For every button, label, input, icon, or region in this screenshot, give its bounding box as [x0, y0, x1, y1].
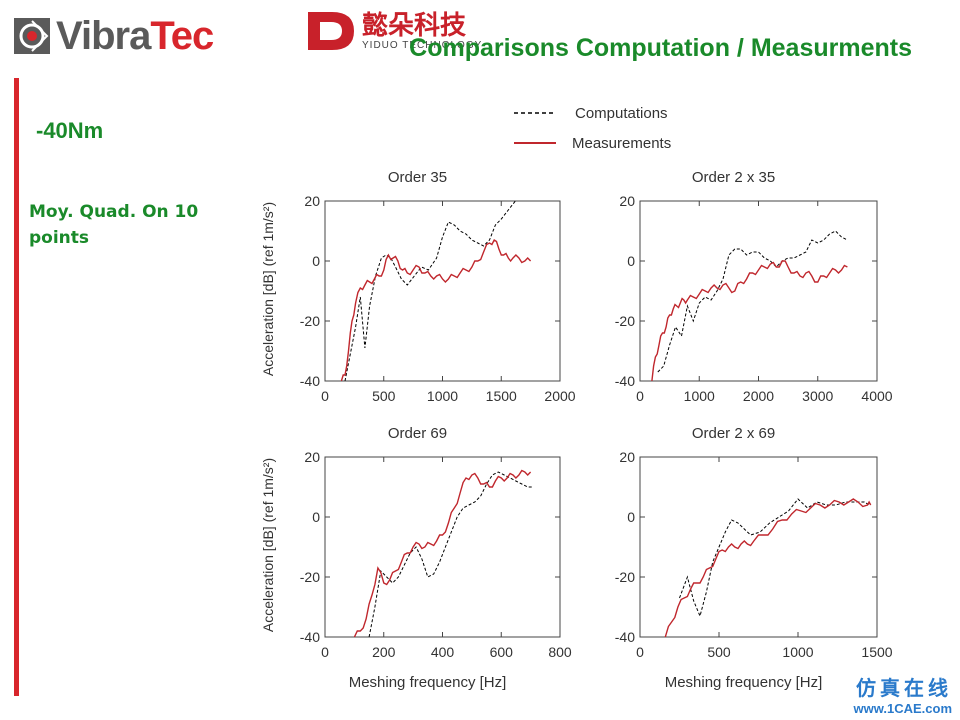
- plot-frame: [324, 456, 561, 638]
- x-tick-label: 1000: [782, 644, 813, 660]
- series-measurements: [664, 498, 872, 637]
- x-tick-label: 600: [490, 644, 514, 660]
- x-tick-label: 2000: [743, 388, 774, 404]
- watermark-cn: 仿真在线: [856, 676, 952, 700]
- chart-title: Order 2 x 69: [692, 425, 775, 442]
- y-tick-label: 0: [627, 253, 635, 269]
- x-tick-label: 0: [321, 644, 329, 660]
- yiduo-logo-icon: [308, 12, 354, 50]
- plot-frame: [639, 456, 878, 638]
- x-tick-label: 1000: [427, 388, 458, 404]
- series-measurements: [340, 238, 532, 381]
- vibratec-logo: VibraTec: [14, 12, 214, 60]
- x-tick-label: 800: [548, 644, 572, 660]
- yiduo-logo: 懿朵科技 YIDUO TECHNOLOGY: [304, 8, 482, 54]
- x-tick-label: 0: [321, 388, 329, 404]
- yiduo-name-en: YIDUO TECHNOLOGY: [362, 39, 483, 51]
- x-tick-label: 0: [636, 388, 644, 404]
- vibratec-logo-icon: [14, 18, 50, 54]
- plot-frame: [639, 200, 878, 382]
- y-axis-label: Acceleration [dB] (ref 1m/s²): [260, 458, 276, 632]
- x-tick-label: 400: [431, 644, 455, 660]
- y-tick-label: -40: [615, 373, 635, 389]
- y-tick-label: 0: [627, 509, 635, 525]
- x-tick-label: 200: [372, 644, 396, 660]
- vibratec-wordmark: VibraTec: [56, 13, 214, 58]
- y-tick-label: 20: [619, 193, 635, 209]
- series-computations: [344, 201, 516, 381]
- watermark: 仿真在线 www.1CAE.com: [854, 672, 952, 716]
- y-tick-label: 0: [312, 253, 320, 269]
- x-axis-label: Meshing frequency [Hz]: [665, 674, 823, 691]
- series-computations: [657, 230, 848, 373]
- x-tick-label: 2000: [544, 388, 575, 404]
- series-computations: [679, 498, 870, 618]
- x-axis-label: Meshing frequency [Hz]: [349, 674, 507, 691]
- series-measurements: [353, 469, 532, 637]
- watermark-url: www.1CAE.com: [853, 701, 952, 716]
- x-tick-label: 0: [636, 644, 644, 660]
- y-axis-label: Acceleration [dB] (ref 1m/s²): [260, 202, 276, 376]
- x-tick-label: 4000: [861, 388, 892, 404]
- legend-measurements-label: Measurements: [572, 135, 671, 152]
- y-tick-label: -20: [615, 313, 635, 329]
- chart-legend: Computations Measurements: [514, 105, 671, 152]
- series-computations: [368, 471, 534, 637]
- side-divider: [14, 78, 19, 696]
- y-tick-label: -20: [615, 569, 635, 585]
- x-tick-label: 1500: [861, 644, 892, 660]
- legend-computations-label: Computations: [575, 105, 668, 122]
- yiduo-name-cn: 懿朵科技: [362, 10, 467, 41]
- chart-title: Order 69: [388, 425, 447, 442]
- y-tick-label: 20: [304, 193, 320, 209]
- chart-title: Order 35: [388, 169, 447, 186]
- y-tick-label: 20: [619, 449, 635, 465]
- chart-title: Order 2 x 35: [692, 169, 775, 186]
- y-tick-label: 20: [304, 449, 320, 465]
- torque-label: -40Nm: [36, 118, 104, 143]
- x-tick-label: 1000: [684, 388, 715, 404]
- y-tick-label: 0: [312, 509, 320, 525]
- averaging-note: Moy. Quad. On 10 points: [29, 202, 199, 248]
- y-tick-label: -40: [300, 629, 320, 645]
- x-tick-label: 3000: [802, 388, 833, 404]
- series-measurements: [651, 260, 848, 381]
- x-tick-label: 500: [707, 644, 731, 660]
- plot-frame: [324, 200, 561, 382]
- page-title: Comparisons Computation / Measurments: [409, 34, 912, 62]
- y-tick-label: -20: [300, 313, 320, 329]
- y-tick-label: -20: [300, 569, 320, 585]
- x-tick-label: 1500: [486, 388, 517, 404]
- x-tick-label: 500: [372, 388, 396, 404]
- y-tick-label: -40: [300, 373, 320, 389]
- y-tick-label: -40: [615, 629, 635, 645]
